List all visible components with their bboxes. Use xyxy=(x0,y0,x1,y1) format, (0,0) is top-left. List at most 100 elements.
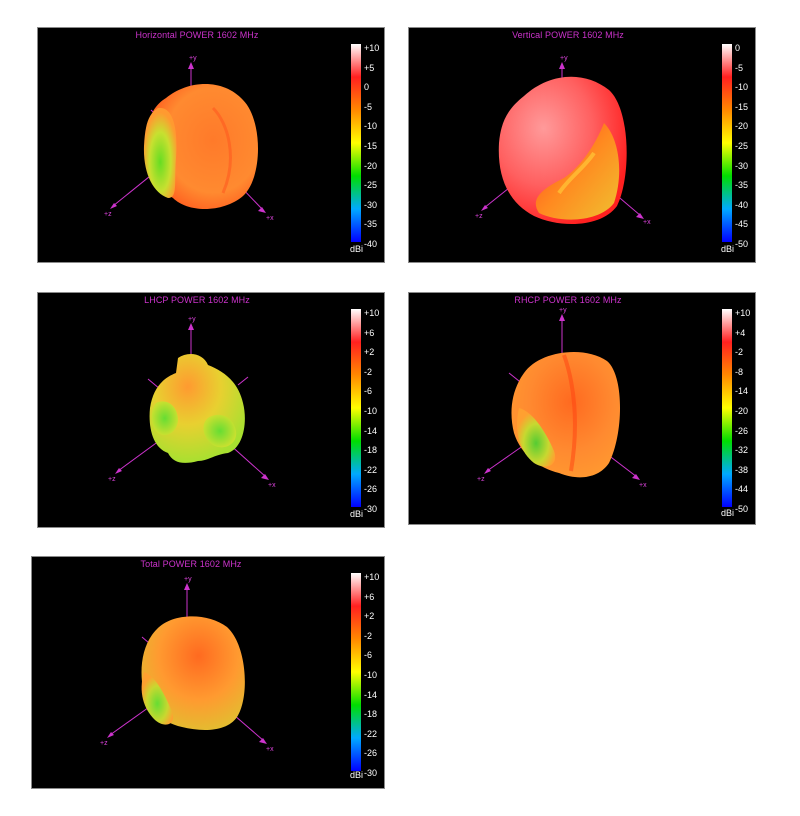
svg-text:+x: +x xyxy=(643,219,651,226)
colorbar-tick-label: -35 xyxy=(735,180,749,191)
colorbar-tick-label: -20 xyxy=(735,406,749,416)
colorbar-tick-label: -50 xyxy=(735,504,749,514)
svg-text:+y: +y xyxy=(188,316,196,323)
colorbar-tick-label: +6 xyxy=(364,591,375,602)
svg-text:+z: +z xyxy=(100,740,108,747)
colorbar-tick-label: -20 xyxy=(364,160,378,171)
pattern-panel-lhcp: LHCP POWER 1602 MHz xyxy=(37,292,385,528)
svg-text:+x: +x xyxy=(639,482,647,489)
colorbar-tick-label: -2 xyxy=(364,366,373,377)
pattern-surface-lobe xyxy=(151,401,178,436)
pattern-panel-horizontal: Horizontal POWER 1602 MHz xyxy=(37,27,385,263)
colorbar xyxy=(722,44,732,242)
colorbar-unit: dBi xyxy=(350,509,364,519)
colorbar-tick-label: -25 xyxy=(364,180,378,191)
pattern-panel-vertical: Vertical POWER 1602 MHz xyxy=(408,27,756,263)
panel-title: RHCP POWER 1602 MHz xyxy=(514,295,622,305)
colorbar-tick-label: +2 xyxy=(364,347,375,358)
colorbar-tick-label: -14 xyxy=(735,386,749,397)
colorbar-tick-label: +5 xyxy=(364,62,375,73)
colorbar-tick-label: -8 xyxy=(735,366,744,377)
colorbar-tick-label: -10 xyxy=(364,121,378,132)
colorbar-tick-label: +2 xyxy=(364,611,375,622)
colorbar-tick-label: -2 xyxy=(735,347,744,358)
pattern-surface-lobe xyxy=(516,408,556,467)
colorbar-tick-label: -25 xyxy=(735,141,749,151)
pattern-surface-lobe xyxy=(141,672,174,725)
pattern-panel-total: Total POWER 1602 MHz xyxy=(31,556,385,789)
pattern-surface-lobe xyxy=(143,107,177,198)
colorbar-tick-label: -50 xyxy=(735,239,749,249)
axis-arrowheads xyxy=(110,62,266,213)
colorbar-tick-label: -26 xyxy=(364,484,378,495)
colorbar-tick-label: -44 xyxy=(735,484,749,495)
colorbar-unit: dBi xyxy=(350,770,364,780)
colorbar-tick-label: +10 xyxy=(364,308,380,318)
colorbar-tick-label: -6 xyxy=(364,650,373,661)
svg-text:+z: +z xyxy=(108,476,116,483)
svg-text:+z: +z xyxy=(477,476,485,483)
colorbar-tick-label: -5 xyxy=(364,101,373,112)
colorbar-unit: dBi xyxy=(721,508,735,518)
panel-title: LHCP POWER 1602 MHz xyxy=(144,295,250,305)
colorbar-tick-label: -14 xyxy=(364,425,378,436)
panel-title: Vertical POWER 1602 MHz xyxy=(512,30,624,40)
pattern-surface-lobe xyxy=(203,414,237,448)
colorbar-tick-label: -14 xyxy=(364,689,378,700)
colorbar-tick-label: -20 xyxy=(735,121,749,132)
colorbar-tick-label: -22 xyxy=(364,728,378,739)
axis-label-z: +z xyxy=(104,211,112,218)
colorbar-unit: dBi xyxy=(721,244,735,254)
colorbar xyxy=(351,573,361,771)
colorbar-tick-label: -5 xyxy=(735,62,744,73)
colorbar-tick-label: -2 xyxy=(364,630,373,641)
colorbar-tick-label: 0 xyxy=(364,82,370,93)
colorbar-tick-label: +10 xyxy=(364,572,380,582)
colorbar-tick-label: -30 xyxy=(364,199,378,210)
radiation-pattern-3d: +y +z +x xyxy=(104,55,274,222)
colorbar-tick-label: -15 xyxy=(364,141,378,151)
colorbar-tick-label: -26 xyxy=(735,425,749,436)
colorbar-tick-label: -32 xyxy=(735,445,749,456)
svg-text:+z: +z xyxy=(475,213,483,220)
colorbar-tick-label: -15 xyxy=(735,101,749,112)
colorbar-tick-label: -26 xyxy=(364,748,378,759)
colorbar-tick-label: -30 xyxy=(735,160,749,171)
colorbar-tick-label: -40 xyxy=(735,199,749,210)
radiation-pattern-3d: +y +z +x xyxy=(100,576,274,753)
radiation-pattern-3d: +y +z +x xyxy=(477,307,647,489)
colorbar-tick-label: -22 xyxy=(364,464,378,475)
colorbar-tick-label: -6 xyxy=(364,386,373,397)
colorbar-tick-label: -45 xyxy=(735,219,749,230)
colorbar-tick-label: -10 xyxy=(735,82,749,93)
colorbar-tick-label: -18 xyxy=(364,709,378,720)
radiation-pattern-3d: +y +z +x xyxy=(475,55,651,226)
colorbar-tick-label: -30 xyxy=(364,768,378,778)
svg-text:+y: +y xyxy=(560,55,568,62)
panel-title: Horizontal POWER 1602 MHz xyxy=(135,30,259,40)
colorbar-tick-label: +6 xyxy=(364,327,375,338)
colorbar-tick-label: -10 xyxy=(364,406,378,416)
pattern-panel-rhcp: RHCP POWER 1602 MHz xyxy=(408,292,756,525)
svg-text:+y: +y xyxy=(184,576,192,583)
colorbar-tick-label: +4 xyxy=(735,327,746,338)
panel-title: Total POWER 1602 MHz xyxy=(140,559,242,569)
colorbar-tick-label: -35 xyxy=(364,219,378,230)
svg-text:+x: +x xyxy=(268,482,276,489)
radiation-pattern-3d: +y +z +x xyxy=(108,316,276,489)
colorbar xyxy=(351,309,361,507)
colorbar-tick-label: 0 xyxy=(735,43,741,53)
colorbar-unit: dBi xyxy=(350,244,364,254)
colorbar-tick-label: -38 xyxy=(735,464,749,475)
axis-label-x: +x xyxy=(266,215,274,222)
colorbar-tick-label: -30 xyxy=(364,504,378,514)
svg-text:+y: +y xyxy=(559,307,567,314)
axis-label-y: +y xyxy=(189,55,197,62)
colorbar xyxy=(351,44,361,242)
colorbar-tick-label: +10 xyxy=(735,308,751,318)
colorbar-tick-label: -18 xyxy=(364,445,378,456)
colorbar xyxy=(722,309,732,507)
svg-text:+x: +x xyxy=(266,746,274,753)
colorbar-tick-label: -10 xyxy=(364,670,378,680)
colorbar-tick-label: +10 xyxy=(364,43,380,53)
